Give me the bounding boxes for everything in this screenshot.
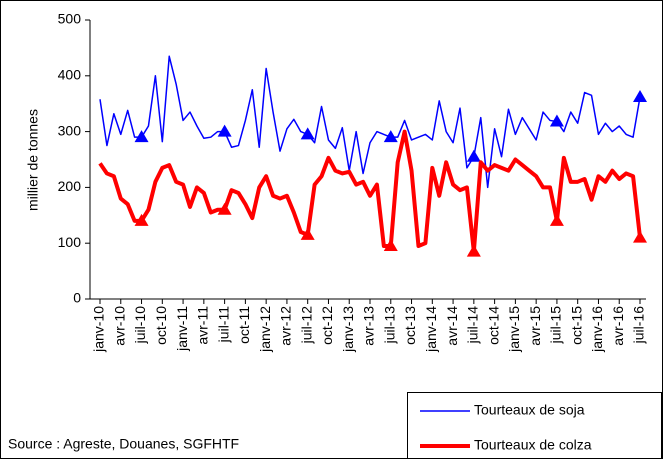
x-tick-label: juil-16 [631,306,647,345]
x-tick-label: avr-12 [278,306,294,346]
x-tick-label: janv-14 [423,306,439,353]
series-line [99,55,641,189]
x-tick-label: avr-15 [527,306,543,346]
marker [383,130,398,143]
x-tick-label: juil-11 [215,306,231,344]
y-tick-label: 400 [58,67,82,83]
marker [466,244,481,257]
marker [134,130,149,143]
x-tick-label: avr-13 [361,306,377,346]
marker [300,127,315,140]
y-axis-label: millier de tonnes [25,109,41,211]
x-tick-label: janv-10 [91,306,107,353]
x-tick-label: janv-16 [589,306,605,353]
y-tick-label: 500 [58,11,82,27]
x-tick-label: juil-14 [465,306,481,345]
x-tick-label: juil-12 [298,306,314,345]
x-tick-label: oct-10 [153,306,169,345]
x-tick-label: avr-16 [610,306,626,346]
series-line [98,129,642,254]
x-tick-label: oct-15 [568,306,584,345]
marker [549,114,564,127]
marker [383,238,398,251]
y-tick-label: 100 [58,234,82,250]
x-tick-label: avr-14 [444,306,460,346]
y-tick-label: 300 [58,122,82,138]
y-tick-label: 0 [73,290,81,306]
legend-label: Tourteaux de soja [474,402,585,418]
x-tick-label: juil-15 [548,306,564,345]
y-tick-label: 200 [58,178,82,194]
marker [549,213,564,226]
x-tick-label: avr-10 [111,306,127,346]
source: Source : Agreste, Douanes, SGFHTF [8,436,239,452]
marker [300,227,315,240]
x-tick-label: oct-12 [319,306,335,345]
marker [633,90,647,103]
marker [217,202,232,215]
marker [466,149,481,162]
x-tick-label: janv-11 [174,306,190,352]
x-tick-label: juil-10 [132,306,148,345]
x-tick-label: janv-12 [257,306,273,353]
marker [134,213,149,226]
x-tick-label: juil-13 [381,306,397,345]
x-tick-label: avr-11 [195,306,211,345]
x-tick-label: oct-14 [485,306,501,345]
x-tick-label: janv-15 [506,306,522,353]
x-tick-label: oct-13 [402,306,418,345]
marker [633,230,647,243]
x-tick-label: oct-11 [236,306,252,344]
marker [217,124,232,137]
legend-label: Tourteaux de colza [474,437,592,453]
x-tick-label: janv-13 [340,306,356,353]
